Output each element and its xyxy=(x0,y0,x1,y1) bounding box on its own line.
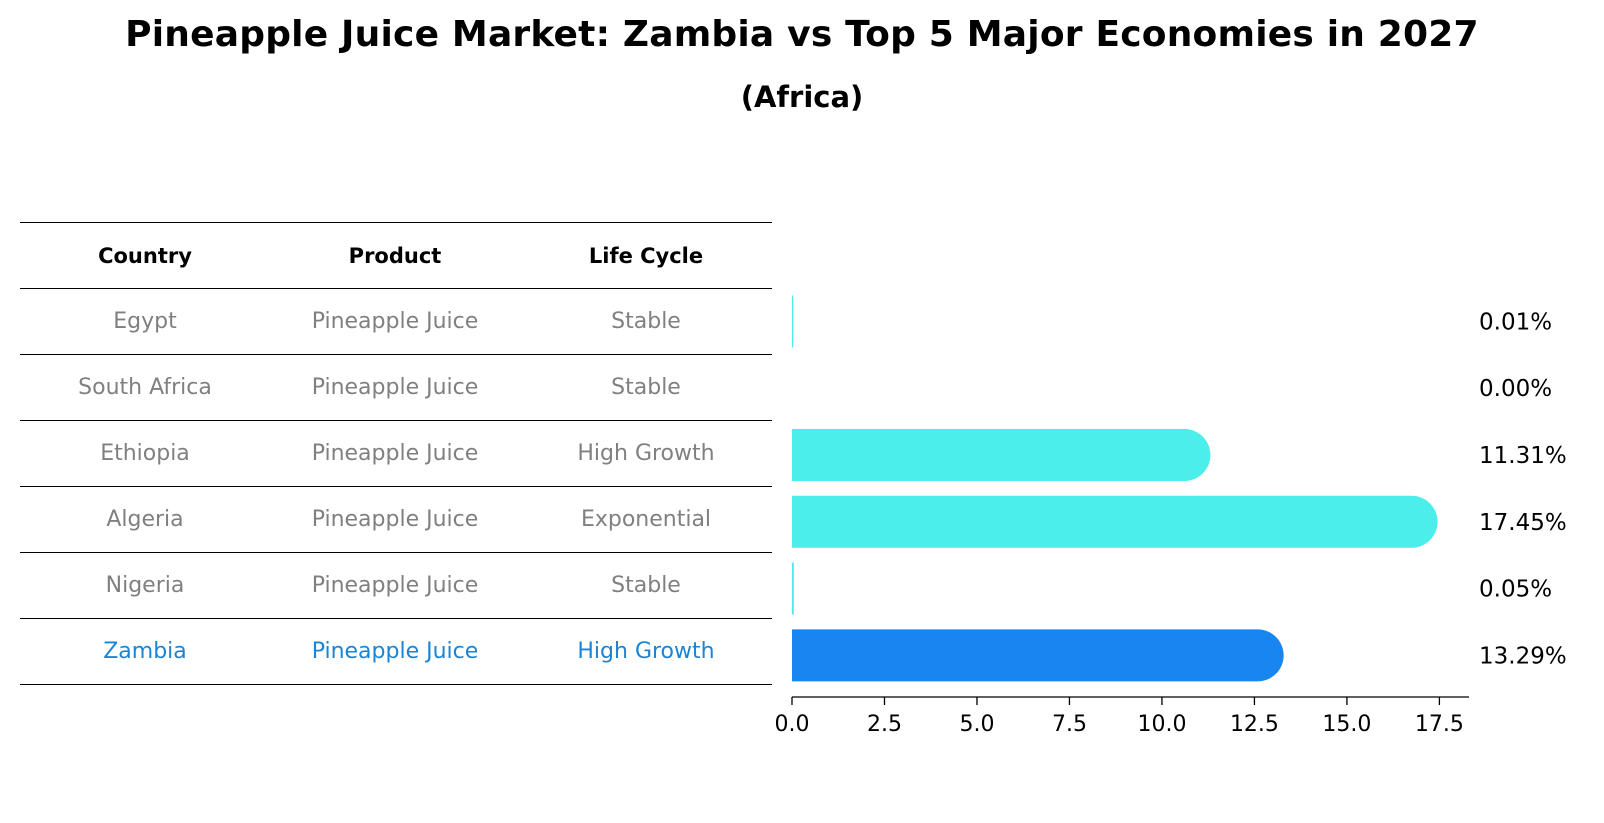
life-cycle-cell: Stable xyxy=(611,375,681,400)
product-cell: Pineapple Juice xyxy=(311,639,479,664)
table-row: Egypt Pineapple Juice Stable xyxy=(20,288,772,354)
country-cell: Algeria xyxy=(106,507,184,532)
x-tick-label: 7.5 xyxy=(1052,712,1087,737)
x-tick-label: 15.0 xyxy=(1322,712,1371,737)
product-cell: Pineapple Juice xyxy=(311,309,479,334)
header-life-cycle: Life Cycle xyxy=(588,244,704,268)
life-cycle-cell: Exponential xyxy=(580,507,712,532)
value-label-zambia: 13.29% xyxy=(1479,643,1567,669)
x-tick-label: 17.5 xyxy=(1415,712,1464,737)
x-tick-label: 12.5 xyxy=(1230,712,1279,737)
table-row: Algeria Pineapple Juice Exponential xyxy=(20,486,772,552)
product-cell: Pineapple Juice xyxy=(311,507,479,532)
table-header-row: Country Product Life Cycle xyxy=(20,222,772,288)
product-cell: Pineapple Juice xyxy=(311,375,479,400)
country-cell: Nigeria xyxy=(105,573,185,598)
country-cell: Egypt xyxy=(113,309,177,334)
bar-algeria xyxy=(792,495,1438,548)
life-cycle-cell: High Growth xyxy=(577,639,715,664)
header-country: Country xyxy=(98,244,192,268)
chart-title: Pineapple Juice Market: Zambia vs Top 5 … xyxy=(125,14,1479,55)
life-cycle-cell: Stable xyxy=(611,573,681,598)
x-tick-label: 2.5 xyxy=(867,712,902,737)
table-row: Nigeria Pineapple Juice Stable xyxy=(20,552,772,618)
table-row: Ethiopia Pineapple Juice High Growth xyxy=(20,420,772,486)
table-row: South Africa Pineapple Juice Stable xyxy=(20,354,772,420)
value-label-nigeria: 0.05% xyxy=(1479,577,1552,603)
header-product: Product xyxy=(348,244,442,268)
table-row-highlighted: Zambia Pineapple Juice High Growth xyxy=(20,618,772,686)
bar-ethiopia xyxy=(792,429,1211,481)
life-cycle-cell: Stable xyxy=(611,309,681,334)
country-cell: Ethiopia xyxy=(100,441,190,466)
value-label-algeria: 17.45% xyxy=(1479,510,1567,536)
product-cell: Pineapple Juice xyxy=(311,573,479,598)
country-cell: Zambia xyxy=(103,639,187,664)
x-tick-label: 0.0 xyxy=(775,712,810,737)
country-cell: South Africa xyxy=(78,375,212,400)
bar-zambia xyxy=(792,629,1284,682)
data-table: Country Product Life Cycle Egypt Pineapp… xyxy=(20,222,772,686)
life-cycle-cell: High Growth xyxy=(577,441,715,466)
x-tick-label: 10.0 xyxy=(1137,712,1186,737)
value-label-ethiopia: 11.31% xyxy=(1479,443,1567,469)
bar-egypt xyxy=(792,295,794,348)
bar-nigeria xyxy=(792,562,794,615)
value-label-south-africa: 0.00% xyxy=(1479,376,1552,402)
value-label-egypt: 0.01% xyxy=(1479,309,1552,335)
chart-subtitle: (Africa) xyxy=(740,80,864,114)
product-cell: Pineapple Juice xyxy=(311,441,479,466)
x-tick-label: 5.0 xyxy=(959,712,994,737)
